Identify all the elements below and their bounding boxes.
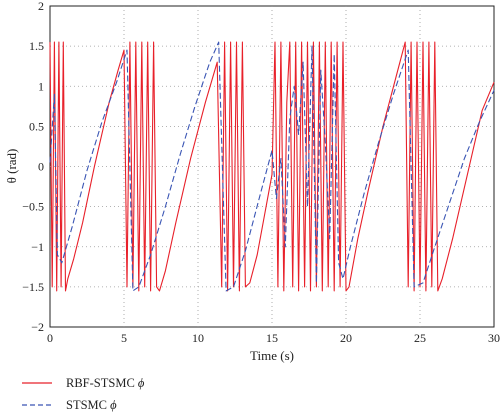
x-tick-label: 25 — [414, 331, 426, 345]
y-tick-label: −1 — [31, 240, 44, 254]
x-tick-label: 20 — [340, 331, 352, 345]
series-layer — [49, 41, 495, 292]
legend-item-rbf-stsmc: RBF-STSMC ϕ — [22, 374, 144, 392]
x-axis-label: Time (s) — [250, 348, 294, 363]
series-line-stsmc — [49, 41, 495, 292]
x-tick-label: 0 — [47, 331, 53, 345]
legend-item-stsmc: STSMC ϕ — [22, 396, 117, 414]
y-tick-label: 2 — [38, 0, 44, 13]
y-tick-label: −2 — [31, 320, 44, 334]
y-tick-label: −0.5 — [22, 200, 44, 214]
y-tick-label: 0.5 — [29, 119, 44, 133]
y-axis-label: θ (rad) — [4, 149, 19, 184]
x-tick-label: 5 — [121, 331, 127, 345]
legend-swatch-dashed — [22, 404, 52, 406]
x-tick-label: 10 — [192, 331, 204, 345]
legend-label: RBF-STSMC ϕ — [66, 375, 145, 390]
y-tick-label: 1 — [38, 79, 44, 93]
legend-label: STSMC ϕ — [66, 397, 117, 412]
series-line-rbf-stsmc — [49, 41, 495, 292]
y-tick-label: 0 — [38, 160, 44, 174]
y-tick-label: −1.5 — [22, 280, 44, 294]
x-tick-label: 15 — [266, 331, 278, 345]
ticks: 0 5 10 15 20 25 30 −2 −1.5 −1 −0.5 0 0.5 1 1.5 2 — [22, 0, 500, 345]
y-tick-label: 1.5 — [29, 39, 44, 53]
legend-swatch-solid — [22, 382, 52, 384]
x-tick-label: 30 — [488, 331, 500, 345]
line-chart: 0 5 10 15 20 25 30 −2 −1.5 −1 −0.5 0 0.5 1 1.5 2 Time (… — [4, 0, 500, 363]
legend: RBF-STSMC ϕ STSMC ϕ — [22, 372, 282, 416]
